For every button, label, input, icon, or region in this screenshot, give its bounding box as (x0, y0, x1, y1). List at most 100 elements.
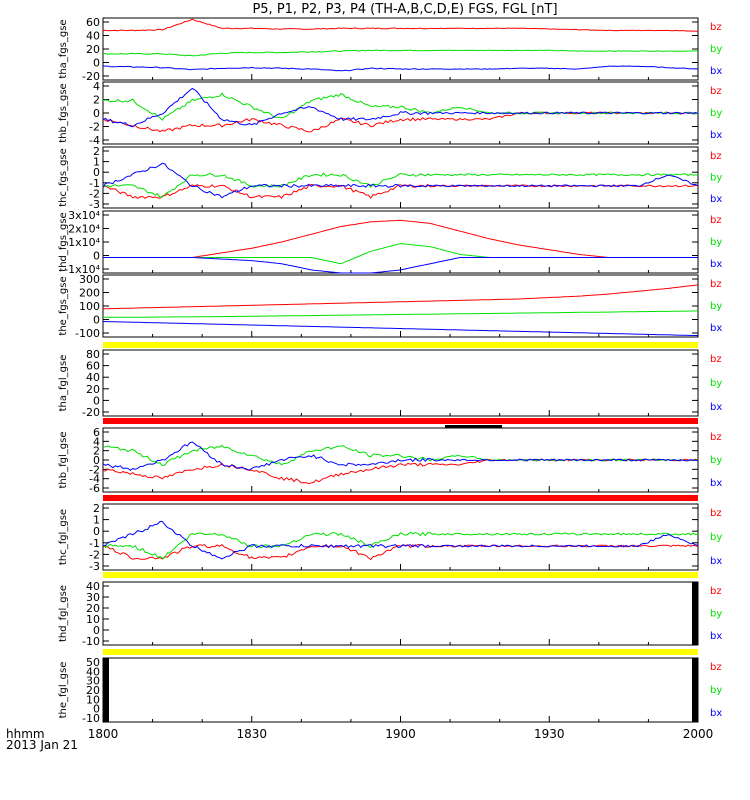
chart-title: P5, P1, P2, P3, P4 (TH-A,B,C,D,E) FGS, F… (252, 2, 557, 17)
y-axis-label: tha_fgs_gse (58, 19, 69, 78)
y-tick-label: 0 (93, 57, 100, 70)
y-tick-label: 3x10⁴ (68, 209, 101, 222)
panel-thc_fgl_gse: 210-1-2-3 thc_fgl_gse bz by bx (58, 502, 722, 573)
legend-bz: bz (710, 354, 722, 365)
y-tick-label: 300 (79, 273, 100, 286)
y-tick-label: 200 (79, 287, 100, 300)
legend-bz: bz (710, 215, 722, 226)
legend-bx: bx (710, 708, 722, 719)
series-by (102, 444, 699, 467)
y-tick-label: -100 (75, 327, 100, 340)
series-bx (102, 321, 699, 337)
legend-bx: bx (710, 130, 722, 141)
legend-bx: bx (710, 478, 722, 489)
panel-frame (102, 349, 699, 417)
y-axis-label: thc_fgl_gse (58, 509, 69, 565)
y-tick-label: -1x10⁴ (64, 263, 100, 276)
edge-tick-block (103, 658, 109, 722)
x-tick-label: 1930 (534, 727, 565, 741)
legend-bz: bz (710, 279, 722, 290)
series-by (102, 49, 699, 57)
status-bar-yellow (103, 649, 698, 655)
legend-by: by (710, 378, 722, 389)
y-tick-label: -2 (89, 463, 100, 476)
edge-tick-block (692, 582, 698, 645)
y-tick-label: 1 (93, 514, 100, 527)
y-axis-label: thd_fgs_gse (58, 212, 69, 271)
y-tick-label: 20 (86, 383, 100, 396)
y-tick-label: 0 (93, 624, 100, 637)
legend-bz: bz (710, 86, 722, 97)
y-tick-label: 30 (86, 591, 100, 604)
y-axis-label: the_fgl_gse (58, 662, 69, 719)
y-tick-label: -6 (89, 482, 100, 495)
y-axis-label: thd_fgl_gse (58, 585, 69, 642)
series-bx (102, 441, 699, 471)
y-axis-label: thb_fgs_gse (58, 83, 69, 142)
y-tick-label: 0 (93, 250, 100, 263)
y-tick-label: -2 (89, 187, 100, 200)
series-bx (102, 162, 699, 199)
y-axis-label: thc_fgs_gse (58, 148, 69, 207)
y-tick-label: 0 (93, 454, 100, 467)
y-tick-label: -10 (82, 635, 100, 648)
legend-bx: bx (710, 66, 722, 77)
panel-thb_fgs_gse: 420-2-4 thb_fgs_gse bz by bx (58, 80, 722, 147)
panel-frame (102, 581, 699, 646)
panel-thc_fgs_gse: 210-1-2-3 thc_fgs_gse bz by bx (58, 145, 722, 211)
series-bx (102, 65, 699, 72)
series-by (103, 243, 698, 265)
y-tick-label: 0 (93, 703, 100, 716)
y-tick-label: 0 (93, 525, 100, 538)
y-tick-label: -3 (89, 560, 100, 573)
y-tick-label: -3 (89, 198, 100, 211)
x-tick-label: 2000 (683, 727, 714, 741)
legend-bx: bx (710, 259, 722, 270)
y-tick-label: 0 (93, 107, 100, 120)
y-tick-label: -10 (82, 712, 100, 725)
legend-bx: bx (710, 194, 722, 205)
legend-by: by (710, 609, 722, 620)
legend-by: by (710, 301, 722, 312)
series-by (102, 92, 699, 121)
panel-frame (102, 17, 699, 81)
y-tick-label: 4 (93, 435, 100, 448)
status-bar-yellow (103, 342, 698, 348)
legend-by: by (710, 173, 722, 184)
y-tick-label: 30 (86, 675, 100, 688)
y-tick-label: 0 (93, 314, 100, 327)
y-tick-label: -4 (89, 473, 100, 486)
y-tick-label: 0 (93, 166, 100, 179)
series-bz (102, 458, 699, 485)
legend-bx: bx (710, 323, 722, 334)
time-corner-label-1: hhmm (6, 727, 45, 741)
series-bx (102, 87, 699, 128)
y-tick-label: 20 (86, 684, 100, 697)
y-tick-label: 6 (93, 426, 100, 439)
y-tick-label: 10 (86, 613, 100, 626)
y-tick-label: 40 (86, 580, 100, 593)
y-tick-label: 2 (93, 445, 100, 458)
y-tick-label: 2 (93, 145, 100, 158)
legend-by: by (710, 108, 722, 119)
legend-bx: bx (710, 402, 722, 413)
series-bx (102, 520, 699, 560)
y-tick-label: -4 (89, 134, 100, 147)
panel-frame (102, 274, 699, 338)
y-axis-label: tha_fgl_gse (58, 355, 69, 412)
y-tick-label: 1 (93, 156, 100, 169)
series-bz (103, 219, 698, 258)
series-bz (102, 111, 699, 133)
legend-bz: bz (710, 586, 722, 597)
y-tick-label: -2 (89, 121, 100, 134)
panel-frame (102, 146, 699, 209)
y-tick-label: 60 (86, 360, 100, 373)
